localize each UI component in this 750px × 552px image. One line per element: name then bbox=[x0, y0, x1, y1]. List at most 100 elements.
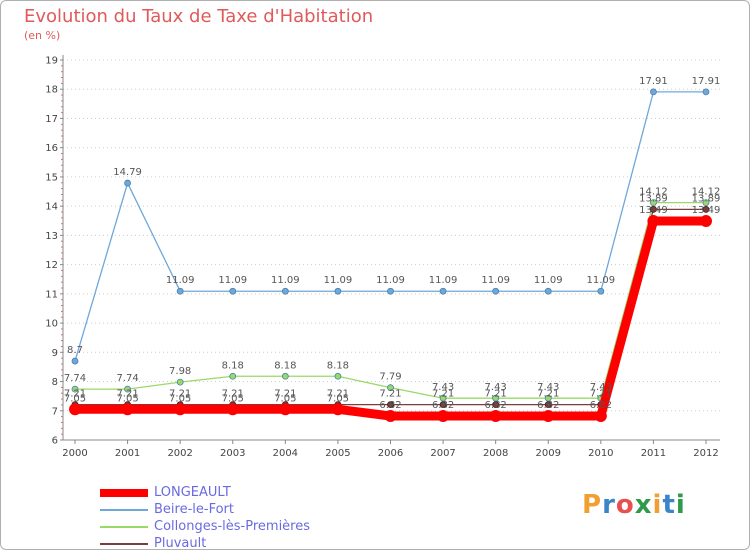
data-point bbox=[702, 205, 710, 213]
data-label: 11.09 bbox=[429, 275, 458, 286]
data-label: 7.21 bbox=[64, 389, 86, 400]
x-tick-label: 2009 bbox=[536, 448, 561, 459]
data-label: 11.09 bbox=[481, 275, 510, 286]
data-point bbox=[121, 403, 134, 416]
x-tick-label: 2003 bbox=[220, 448, 245, 459]
legend-label: Collonges-lès-Premières bbox=[154, 519, 311, 534]
legend-item: LONGEAULT bbox=[100, 484, 310, 501]
data-label: 11.09 bbox=[166, 275, 195, 286]
data-point bbox=[387, 401, 394, 409]
data-point bbox=[334, 287, 342, 295]
x-tick-label: 2008 bbox=[483, 448, 508, 459]
chart-legend: LONGEAULT Beire-le-Fort Collonges-lès-Prem… bbox=[100, 484, 310, 552]
data-point bbox=[387, 287, 394, 295]
data-label: 7.98 bbox=[169, 366, 191, 377]
data-point bbox=[650, 88, 657, 96]
data-label: 8.7 bbox=[67, 345, 83, 356]
data-label: 8.18 bbox=[222, 360, 244, 371]
data-label: 6.82 bbox=[432, 400, 454, 411]
data-label: 13.89 bbox=[639, 193, 668, 204]
data-label: 14.79 bbox=[113, 167, 142, 178]
legend-item: Collonges-lès-Premières bbox=[100, 518, 310, 535]
data-label: 7.21 bbox=[590, 389, 612, 400]
data-point bbox=[542, 410, 555, 423]
x-tick-label: 2002 bbox=[167, 448, 192, 459]
data-point bbox=[229, 372, 237, 380]
data-label: 7.43 bbox=[590, 382, 612, 393]
data-label: 7.21 bbox=[327, 389, 349, 400]
x-tick-label: 2010 bbox=[588, 448, 613, 459]
data-point bbox=[647, 215, 660, 228]
chart-subtitle: (en %) bbox=[24, 29, 61, 42]
legend-swatch bbox=[100, 508, 148, 511]
data-label: 11.09 bbox=[587, 275, 616, 286]
y-tick-label: 7 bbox=[52, 406, 58, 417]
data-label: 7.79 bbox=[379, 372, 401, 383]
data-point bbox=[439, 287, 447, 295]
x-tick-label: 2004 bbox=[273, 448, 298, 459]
data-label: 7.05 bbox=[64, 393, 86, 404]
data-label: 6.82 bbox=[379, 400, 401, 411]
data-point bbox=[174, 403, 187, 416]
data-point bbox=[702, 88, 710, 96]
data-label: 7.21 bbox=[537, 389, 559, 400]
data-point bbox=[492, 394, 500, 402]
data-label: 7.05 bbox=[327, 393, 349, 404]
data-point bbox=[229, 287, 237, 295]
data-label: 8.18 bbox=[327, 360, 349, 371]
data-label: 11.09 bbox=[376, 275, 405, 286]
data-point bbox=[331, 403, 344, 416]
chart-title: Evolution du Taux de Taxe d'Habitation bbox=[24, 6, 374, 27]
data-point bbox=[492, 401, 500, 409]
series-line-beire-le-fort bbox=[74, 91, 707, 362]
data-point bbox=[384, 410, 397, 423]
y-tick-label: 8 bbox=[52, 377, 58, 388]
data-point bbox=[650, 199, 657, 207]
data-point bbox=[544, 287, 552, 295]
data-label: 14.12 bbox=[639, 187, 668, 198]
x-tick-label: 2005 bbox=[325, 448, 350, 459]
y-tick-label: 13 bbox=[45, 231, 58, 242]
data-label: 11.09 bbox=[218, 275, 247, 286]
data-label: 6.82 bbox=[537, 400, 559, 411]
data-label: 6.82 bbox=[590, 400, 612, 411]
data-point bbox=[176, 378, 184, 386]
data-label: 7.21 bbox=[169, 389, 191, 400]
data-point bbox=[281, 287, 289, 295]
y-tick-label: 16 bbox=[45, 143, 58, 154]
data-point bbox=[334, 372, 342, 380]
data-label: 11.09 bbox=[534, 275, 563, 286]
y-tick-label: 14 bbox=[45, 202, 58, 213]
data-point bbox=[439, 401, 447, 409]
data-label: 11.09 bbox=[271, 275, 300, 286]
data-label: 7.21 bbox=[485, 389, 507, 400]
x-tick-label: 2006 bbox=[378, 448, 403, 459]
y-tick-label: 9 bbox=[52, 348, 58, 359]
data-label: 17.91 bbox=[639, 76, 668, 87]
data-point bbox=[544, 401, 552, 409]
data-label: 7.21 bbox=[222, 389, 244, 400]
data-point bbox=[594, 410, 607, 423]
data-point bbox=[544, 394, 552, 402]
y-tick-label: 6 bbox=[52, 436, 58, 447]
data-label: 7.74 bbox=[64, 373, 86, 384]
data-label: 13.89 bbox=[692, 193, 721, 204]
data-point bbox=[439, 394, 447, 402]
x-tick-label: 2007 bbox=[430, 448, 455, 459]
data-label: 7.05 bbox=[169, 393, 191, 404]
y-tick-label: 18 bbox=[45, 85, 58, 96]
x-tick-label: 2001 bbox=[115, 448, 140, 459]
legend-swatch bbox=[100, 542, 148, 545]
y-tick-label: 10 bbox=[45, 319, 58, 330]
data-point bbox=[124, 385, 131, 393]
data-point bbox=[702, 199, 710, 207]
data-label: 11.09 bbox=[324, 275, 353, 286]
data-point bbox=[650, 205, 657, 213]
data-point bbox=[124, 179, 131, 187]
data-point bbox=[492, 287, 500, 295]
data-point bbox=[71, 357, 79, 365]
legend-label: Pluvault bbox=[154, 536, 207, 551]
data-label: 7.21 bbox=[379, 389, 401, 400]
